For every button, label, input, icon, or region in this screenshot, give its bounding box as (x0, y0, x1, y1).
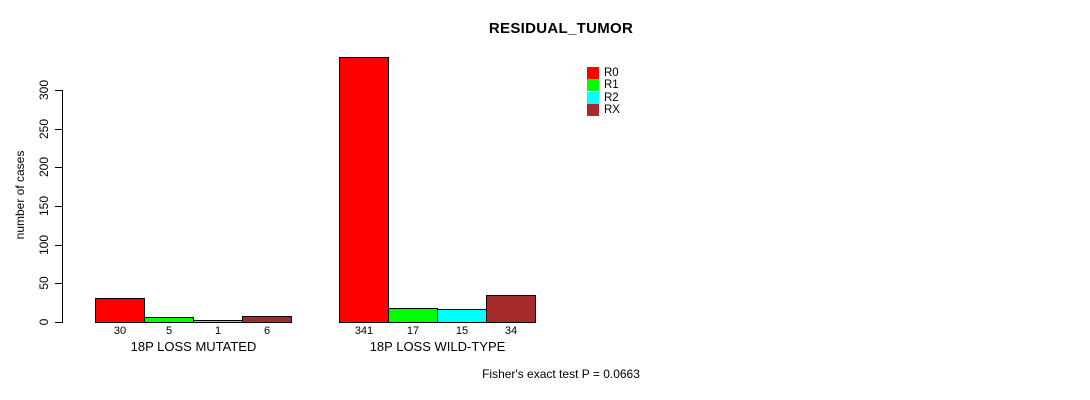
bar-value-label: 15 (455, 325, 469, 337)
y-axis-tick (55, 128, 62, 130)
y-axis-tick (55, 322, 62, 323)
y-axis-tick-label: 100 (37, 234, 51, 255)
legend-swatch-r0 (587, 67, 599, 79)
legend-label-rx: RX (604, 104, 620, 117)
y-axis-tick (55, 206, 62, 207)
y-axis-tick (55, 167, 62, 169)
y-axis-tick (55, 283, 62, 285)
bar-rx-2 (486, 294, 536, 323)
bar-r0-1 (95, 297, 145, 323)
y-axis-tick-label: 150 (37, 195, 51, 217)
legend-swatch-rx (587, 104, 599, 117)
bar-value-label: 5 (165, 325, 173, 337)
y-axis-line (62, 90, 63, 323)
y-axis-tick-label: 50 (37, 276, 51, 291)
legend-swatch-r1 (587, 79, 599, 92)
bar-r2-2 (437, 309, 487, 323)
bar-value-label: 34 (504, 325, 518, 337)
y-axis-tick-label: 0 (37, 318, 51, 326)
legend-label-r0: R0 (604, 67, 619, 79)
category-label: 18P LOSS MUTATED (130, 339, 257, 354)
y-axis-tick-label: 250 (37, 118, 51, 139)
legend-label-r1: R1 (604, 79, 619, 92)
chart-title: RESIDUAL_TUMOR (488, 20, 634, 37)
bar-value-label: 1 (214, 325, 222, 337)
bar-value-label: 17 (406, 325, 420, 337)
bar-r1-1 (144, 317, 194, 323)
bar-value-label: 341 (354, 325, 374, 337)
y-axis-tick-label: 300 (37, 79, 51, 101)
bar-r0-2 (339, 57, 389, 323)
bar-r2-1 (193, 320, 243, 323)
legend-swatch-r2 (587, 91, 599, 104)
annotation-text: Fisher's exact test P = 0.0663 (482, 367, 640, 381)
category-label: 18P LOSS WILD-TYPE (369, 339, 506, 354)
bar-rx-1 (242, 316, 292, 323)
y-axis-tick (55, 90, 62, 91)
bar-r1-2 (388, 307, 438, 323)
bar-value-label: 6 (263, 325, 271, 337)
y-axis-tick (55, 244, 62, 246)
y-axis-tick-label: 200 (37, 157, 51, 178)
bar-value-label: 30 (113, 325, 127, 337)
legend-label-r2: R2 (604, 91, 619, 104)
